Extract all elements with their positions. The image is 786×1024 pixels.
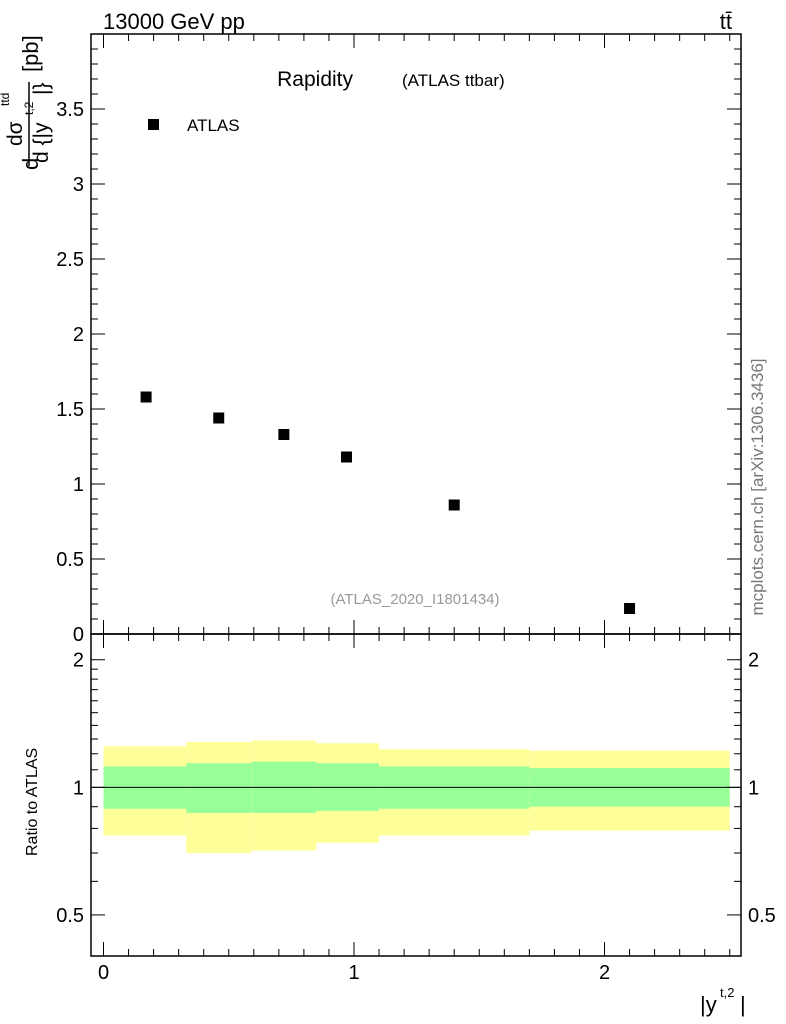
y-tick-label: 3: [73, 174, 84, 196]
ratio-axes: 0.5 0.5 1 1 2 2 0 1 2: [56, 633, 776, 984]
y-label-suffix: [pb]: [18, 35, 43, 72]
data-point: [448, 499, 460, 511]
ratio-frame: [90, 633, 742, 957]
chart-subtitle: (ATLAS ttbar): [402, 71, 505, 90]
ratio-y-label: Ratio to ATLAS: [24, 748, 41, 856]
process-label: tt̄: [720, 9, 732, 34]
x-label-main: |y: [700, 992, 717, 1017]
data-point: [140, 391, 152, 403]
ratio-panel: 0.5 0.5 1 1 2 2 0 1 2 Ratio to ATLAS |y t,2 |: [24, 633, 776, 1017]
y-tick-label: 3.5: [56, 99, 84, 121]
ratio-y-tick-label-right: 1: [748, 777, 759, 799]
data-point: [278, 429, 290, 440]
x-label-sup: t,2: [720, 985, 734, 1000]
y-label-denominator: d {|y: [30, 122, 53, 163]
y-tick-label: 2: [73, 324, 84, 346]
ratio-y-tick-label-right: 2: [748, 650, 759, 672]
y-tick-label: 1.5: [56, 399, 84, 421]
ratio-y-tick-label-left: 0.5: [56, 905, 84, 927]
y-tick-label: 1: [73, 474, 84, 496]
x-tick-label: 2: [599, 962, 610, 984]
legend-entry-atlas: ATLAS: [187, 116, 240, 135]
x-tick-label: 0: [98, 962, 109, 984]
y-label-numerator: dσ: [4, 121, 27, 146]
y-label-numerator-sup: ttd: [0, 93, 12, 106]
y-label-denominator-sup: t,2: [22, 101, 36, 115]
ratio-y-tick-label-right: 0.5: [748, 905, 776, 927]
y-label-denominator-close: |}: [30, 83, 53, 95]
ratio-band-inner: [186, 763, 252, 813]
y-tick-label: 2.5: [56, 249, 84, 271]
legend-marker: [148, 119, 159, 130]
y-label-prefix: d: [18, 158, 43, 170]
y-tick-label: 0.5: [56, 549, 84, 571]
data-point: [213, 412, 225, 424]
ratio-y-tick-label-left: 2: [73, 650, 84, 672]
ratio-y-tick-label-left: 1: [73, 777, 84, 799]
x-tick-label: 1: [348, 962, 359, 984]
legend: ATLAS: [148, 116, 240, 135]
analysis-id: (ATLAS_2020_I1801434): [330, 591, 499, 608]
ratio-bands: [103, 740, 730, 853]
x-axis-title: |y t,2 |: [700, 985, 746, 1017]
y-axis-title: d dσ ttd d {|y t,2 |} [pb]: [0, 35, 53, 170]
energy-label: 13000 GeV pp: [103, 9, 245, 34]
data-point: [624, 603, 636, 614]
main-panel: 00.511.522.533.5 Rapidity (ATLAS ttbar) …: [0, 33, 742, 646]
side-label: mcplots.cern.ch [arXiv:1306.3436]: [748, 358, 767, 615]
y-tick-label: 0: [73, 624, 84, 646]
chart-title: Rapidity: [277, 68, 353, 91]
x-label-close: |: [740, 992, 746, 1017]
data-points: [140, 391, 636, 614]
data-point: [340, 451, 352, 463]
